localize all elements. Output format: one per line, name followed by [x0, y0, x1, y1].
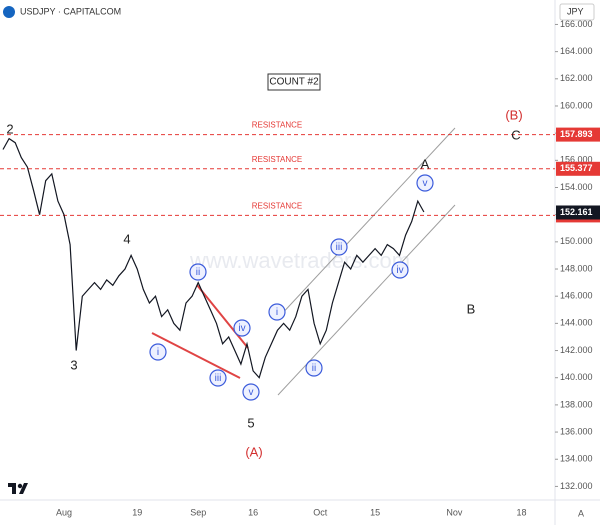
y-tick-label: 138.000 [560, 399, 593, 409]
wave-label: A [421, 156, 430, 171]
last-price-tag [556, 205, 600, 220]
subwave-label: iii [336, 242, 343, 253]
y-tick-label: 132.000 [560, 481, 593, 491]
subwave-circle [189, 263, 207, 281]
symbol-logo [3, 6, 15, 18]
y-tick-label: 150.000 [560, 236, 593, 246]
subwave-circle [305, 359, 323, 377]
subwave-label: iv [396, 265, 403, 276]
subwave-circle [330, 238, 348, 256]
chart-title: USDJPY · CAPITALCOM [20, 6, 121, 16]
x-tick-label: 15 [370, 507, 380, 517]
logo-part [17, 483, 23, 489]
y-tick-label: 144.000 [560, 318, 593, 328]
y-tick-label: 134.000 [560, 454, 593, 464]
channel-upper [277, 127, 456, 319]
price-tag-label: 155.377 [560, 163, 593, 173]
subwave-circle [416, 174, 434, 192]
x-tick-label: 16 [248, 507, 258, 517]
wedge-upper [196, 284, 249, 349]
wave-label: (B) [505, 107, 522, 122]
y-tick-label: 164.000 [560, 46, 593, 56]
x-tick-label: Aug [56, 507, 72, 517]
resistance-label: RESISTANCE [252, 155, 303, 164]
watermark: www.wavetraders.com [189, 248, 410, 273]
wave-label: 3 [70, 357, 77, 372]
resistance-label: RESISTANCE [252, 121, 303, 130]
count-label: COUNT #2 [269, 77, 319, 88]
subwave-label: iii [215, 373, 222, 384]
subwave-label: i [157, 347, 159, 358]
x-tick-label: Nov [446, 507, 463, 517]
currency-label: JPY [567, 6, 584, 16]
subwave-label: i [276, 307, 278, 318]
count-box [267, 73, 321, 91]
y-tick-label: 156.000 [560, 155, 593, 165]
subwave-label: v [423, 178, 428, 189]
y-tick-label: 142.000 [560, 345, 593, 355]
price-tag [556, 127, 600, 142]
y-tick-label: 146.000 [560, 291, 593, 301]
wave-label: (A) [245, 444, 262, 459]
y-tick-label: 160.000 [560, 100, 593, 110]
subwave-label: ii [312, 363, 316, 374]
wave-label: B [467, 301, 476, 316]
currency-box [559, 3, 595, 21]
price-tag [556, 161, 600, 176]
wedge-lower [151, 332, 241, 379]
wave-label: 4 [123, 231, 130, 246]
subwave-label: ii [196, 267, 200, 278]
x-tick-label: Oct [313, 507, 328, 517]
subwave-label: v [249, 387, 254, 398]
subwave-circle [233, 319, 251, 337]
y-tick-label: 154.000 [560, 182, 593, 192]
wave-label: 5 [247, 415, 254, 430]
x-tick-label: 19 [132, 507, 142, 517]
price-line [2, 137, 425, 379]
subwave-circle [149, 343, 167, 361]
x-tick-label: 18 [516, 507, 526, 517]
wave-label: C [511, 127, 520, 142]
y-tick-label: 166.000 [560, 19, 593, 29]
auto-scale[interactable]: A [578, 508, 584, 518]
subwave-label: iv [238, 323, 245, 334]
logo-part [19, 483, 28, 494]
y-tick-label: 140.000 [560, 372, 593, 382]
y-tick-label: 148.000 [560, 263, 593, 273]
wave-label: 2 [6, 121, 13, 136]
subwave-circle [242, 383, 260, 401]
logo-part [12, 483, 16, 494]
x-tick-label: Sep [190, 507, 206, 517]
subwave-circle [391, 261, 409, 279]
tv-logo [8, 483, 28, 494]
last-price-label: 152.161 [560, 207, 593, 217]
price-tag-label: 157.893 [560, 129, 593, 139]
y-tick-label: 162.000 [560, 73, 593, 83]
subwave-circle [268, 303, 286, 321]
resistance-label: RESISTANCE [252, 202, 303, 211]
subwave-circle [209, 369, 227, 387]
y-tick-label: 136.000 [560, 426, 593, 436]
